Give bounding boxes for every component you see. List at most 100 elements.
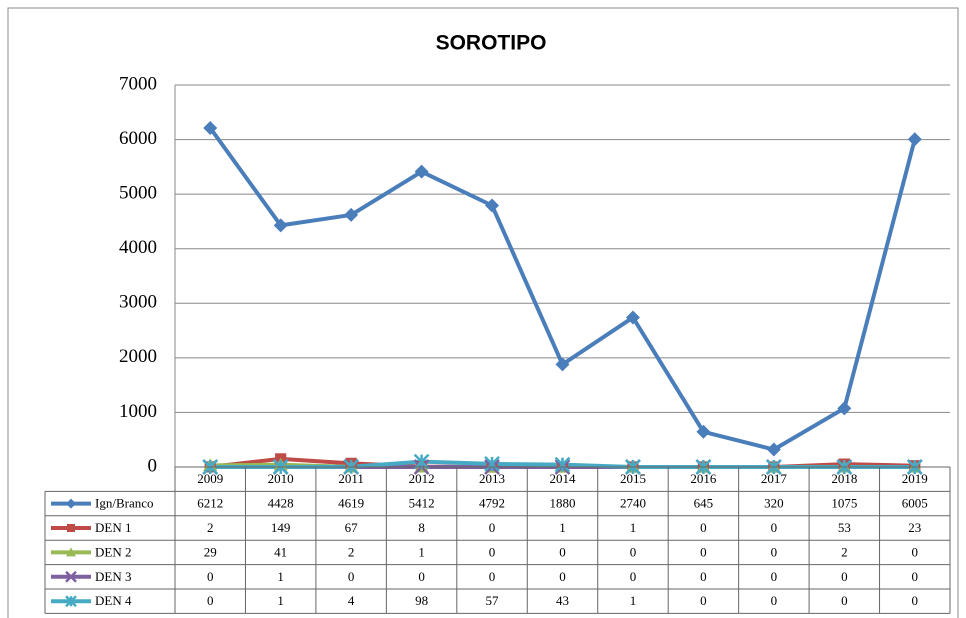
data-point: [554, 456, 571, 473]
table-value: 1: [277, 593, 284, 608]
table-value: 0: [700, 520, 707, 535]
table-value: 6212: [197, 496, 223, 511]
table-value: 5412: [409, 496, 435, 511]
table-value: 4619: [338, 496, 364, 511]
table-value: 0: [841, 593, 848, 608]
table-value: 57: [486, 593, 500, 608]
data-point: [413, 453, 430, 470]
table-value: 0: [700, 569, 707, 584]
data-point: [837, 401, 852, 416]
table-value: 0: [418, 569, 425, 584]
data-point: [907, 132, 922, 147]
table-value: 0: [630, 569, 637, 584]
data-point: [484, 456, 500, 472]
data-point: [344, 207, 359, 222]
table-value: 320: [764, 496, 784, 511]
y-tick-label: 0: [148, 455, 158, 476]
table-value: 0: [559, 569, 566, 584]
table-value: 149: [271, 520, 291, 535]
table-value: 0: [348, 569, 355, 584]
table-value: 98: [415, 593, 428, 608]
legend-marker: [66, 547, 76, 557]
y-tick-label: 7000: [119, 73, 157, 94]
legend-label: DEN 3: [95, 569, 131, 584]
table-value: 0: [771, 593, 778, 608]
table-value: 1: [559, 520, 566, 535]
y-tick-label: 2000: [119, 346, 157, 367]
table-value: 6005: [902, 496, 928, 511]
y-tick-label: 6000: [119, 128, 157, 149]
data-point: [203, 121, 218, 136]
table-value: 0: [489, 520, 496, 535]
table-value: 0: [912, 593, 919, 608]
data-point: [766, 442, 781, 457]
table-value: 4: [348, 593, 355, 608]
x-tick-label: 2015: [620, 471, 646, 486]
y-tick-label: 3000: [119, 292, 157, 313]
table-value: 0: [841, 569, 848, 584]
table-value: 1: [630, 593, 637, 608]
legend-marker: [65, 570, 77, 583]
legend-label: DEN 4: [95, 593, 132, 608]
legend-label: DEN 1: [95, 520, 131, 535]
data-point: [696, 424, 711, 439]
table-value: 0: [207, 569, 214, 584]
table-value: 0: [700, 593, 707, 608]
data-point: [414, 164, 429, 179]
table-value: 0: [630, 544, 637, 559]
table-value: 0: [489, 569, 496, 584]
table-value: 645: [694, 496, 714, 511]
chart-title: SOROTIPO: [436, 32, 547, 55]
table-value: 29: [204, 544, 217, 559]
legend-marker: [65, 595, 77, 608]
x-tick-label: 2010: [268, 471, 294, 486]
table-value: 0: [559, 544, 566, 559]
table-value: 1075: [831, 496, 857, 511]
legend-marker: [66, 498, 76, 509]
data-point: [273, 218, 288, 233]
table-value: 23: [908, 520, 921, 535]
y-tick-label: 4000: [119, 237, 157, 258]
table-value: 0: [912, 569, 919, 584]
x-tick-label: 2009: [197, 471, 223, 486]
table-value: 2: [348, 544, 355, 559]
chart-frame: [7, 7, 959, 618]
table-value: 41: [274, 544, 287, 559]
table-value: 4792: [479, 496, 505, 511]
table-value: 1: [630, 520, 637, 535]
legend-label: Ign/Branco: [95, 496, 153, 511]
data-point: [555, 357, 570, 372]
data-point: [485, 198, 500, 213]
table-value: 0: [771, 569, 778, 584]
x-tick-label: 2016: [690, 471, 717, 486]
x-tick-label: 2013: [479, 471, 505, 486]
legend-label: DEN 2: [95, 544, 131, 559]
table-value: 43: [556, 593, 569, 608]
y-tick-label: 5000: [119, 183, 157, 204]
table-value: 1: [277, 569, 284, 584]
table-value: 4428: [268, 496, 294, 511]
table-value: 0: [771, 520, 778, 535]
table-value: 2: [207, 520, 214, 535]
y-tick-label: 1000: [119, 401, 157, 422]
x-tick-label: 2017: [761, 471, 788, 486]
table-value: 1880: [550, 496, 576, 511]
x-tick-label: 2019: [902, 471, 928, 486]
table-value: 1: [418, 544, 425, 559]
data-point: [625, 310, 640, 325]
table-value: 0: [207, 593, 214, 608]
x-tick-label: 2012: [409, 471, 435, 486]
table-value: 0: [489, 544, 496, 559]
table-value: 8: [418, 520, 425, 535]
x-tick-label: 2011: [338, 471, 364, 486]
x-tick-label: 2018: [831, 471, 857, 486]
table-value: 0: [771, 544, 778, 559]
table-value: 53: [838, 520, 851, 535]
table-value: 2740: [620, 496, 646, 511]
table-value: 67: [345, 520, 359, 535]
table-value: 2: [841, 544, 848, 559]
table-value: 0: [912, 544, 919, 559]
table-value: 0: [700, 544, 707, 559]
